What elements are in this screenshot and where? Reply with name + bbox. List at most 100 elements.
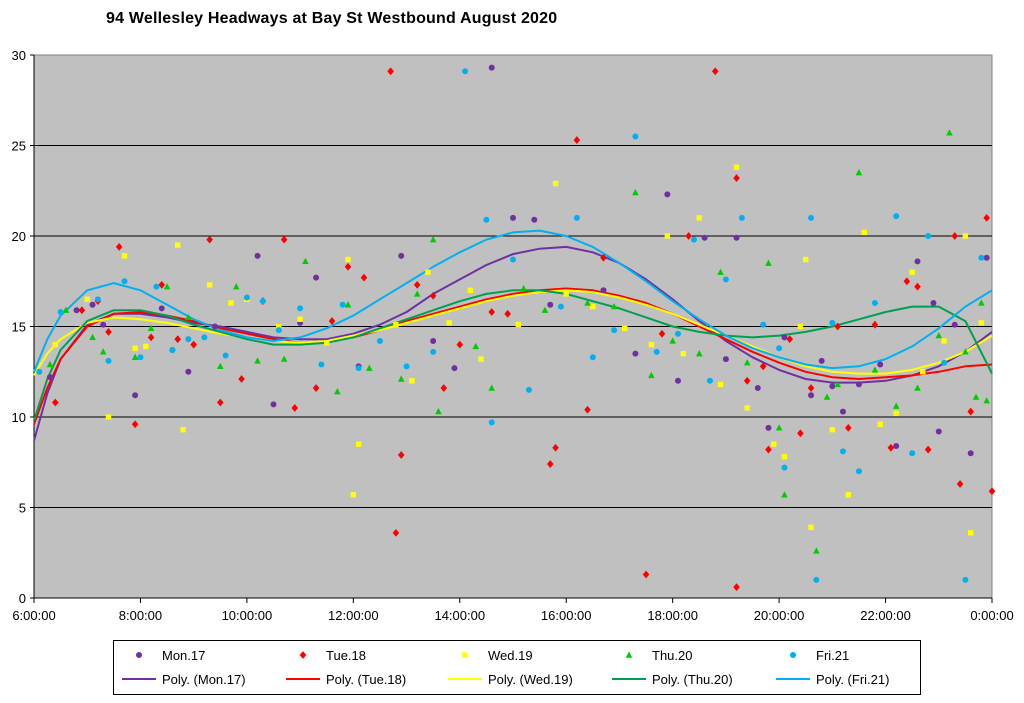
data-point-series-2 [350, 492, 357, 498]
data-point-series-3 [946, 129, 953, 136]
data-point-series-1 [206, 235, 213, 244]
data-point-series-2 [515, 321, 522, 328]
data-point-series-4 [318, 361, 325, 368]
data-point-series-0 [701, 234, 708, 241]
data-point-series-1 [552, 443, 559, 452]
data-point-series-3 [765, 259, 772, 266]
data-point-series-0 [158, 305, 165, 312]
data-point-series-2 [920, 369, 926, 375]
data-point-series-4 [829, 319, 836, 326]
data-point-series-1 [786, 335, 794, 344]
data-point-series-3 [962, 348, 969, 355]
data-point-series-4 [909, 450, 916, 457]
data-point-series-3 [413, 290, 421, 297]
legend-label: Thu.20 [652, 647, 693, 663]
data-point-series-0 [547, 301, 554, 308]
data-point-series-1 [967, 407, 975, 416]
data-point-series-4 [376, 337, 383, 344]
data-point-series-3 [584, 299, 591, 306]
data-point-series-4 [808, 214, 815, 221]
legend-label: Poly. (Tue.18) [326, 671, 407, 687]
data-point-series-3 [813, 547, 820, 554]
data-point-series-4 [557, 303, 564, 310]
data-point-series-4 [813, 576, 820, 583]
axes: 0 5 10 15 20 25 30 6:00:00 8:00:00 10:00:00 12:00:… [12, 48, 1014, 623]
data-point-series-1 [312, 384, 320, 392]
data-point-series-0 [451, 365, 458, 372]
data-point-series-4 [573, 214, 580, 221]
data-point-series-2 [143, 343, 149, 350]
data-point-series-3 [216, 362, 224, 370]
data-point-series-4 [510, 256, 516, 263]
data-point-series-0 [46, 374, 53, 381]
data-point-series-4 [483, 216, 490, 223]
data-point-series-3 [743, 359, 751, 366]
legend-label: Poly. (Fri.21) [816, 671, 890, 687]
data-point-series-0 [829, 383, 836, 390]
data-point-series-4 [760, 321, 767, 328]
data-point-series-4 [137, 354, 144, 361]
data-point-series-3 [254, 357, 261, 364]
data-point-series-1 [546, 460, 554, 468]
data-point-series-4 [776, 345, 783, 352]
data-point-series-4 [243, 294, 250, 301]
data-point-series-0 [398, 252, 405, 259]
data-point-series-0 [313, 274, 320, 281]
data-point-series-3 [781, 491, 788, 498]
data-point-series-2 [962, 233, 969, 239]
data-point-series-0 [211, 323, 218, 330]
data-point-series-0 [632, 350, 639, 357]
legend-marker [299, 651, 307, 659]
data-point-series-2 [52, 341, 58, 348]
data-point-series-1 [845, 423, 852, 432]
data-point-series-2 [622, 325, 628, 332]
chart-plot: 0 5 10 15 20 25 30 6:00:00 8:00:00 10:00:00 12:00:… [12, 48, 1014, 623]
data-point-series-2 [175, 242, 181, 248]
data-point-series-1 [914, 282, 921, 291]
data-point-series-1 [600, 253, 607, 262]
data-point-series-0 [983, 254, 990, 261]
data-point-series-0 [754, 385, 761, 392]
data-point-series-0 [100, 321, 107, 328]
data-point-series-1 [216, 398, 224, 407]
data-point-series-2 [478, 356, 484, 362]
legend-label: Tue.18 [326, 647, 366, 663]
data-point-series-3 [334, 388, 341, 395]
data-point-series-0 [722, 356, 729, 363]
data-point-series-3 [610, 302, 618, 310]
data-point-series-0 [893, 442, 900, 449]
data-point-series-2 [664, 233, 671, 239]
data-point-series-2 [467, 287, 474, 293]
data-point-series-4 [169, 347, 176, 354]
y-tick-label: 30 [12, 48, 26, 63]
x-tick-label: 14:00:00 [434, 608, 485, 623]
data-point-series-3 [46, 360, 54, 368]
data-point-series-3 [669, 337, 676, 344]
data-point-series-2 [829, 426, 836, 433]
legend-item: Poly. (Mon.17) [122, 670, 246, 688]
data-point-series-3 [871, 366, 879, 373]
legend-line-swatch [776, 673, 810, 685]
data-point-series-3 [695, 350, 703, 357]
data-point-series-4 [962, 576, 969, 583]
legend-marker [790, 652, 796, 658]
data-point-series-3 [163, 283, 171, 290]
x-tick-label: 0:00:00 [970, 608, 1013, 623]
data-point-series-1 [956, 480, 964, 488]
legend-line-swatch [122, 673, 156, 685]
legend-marker [462, 652, 468, 658]
data-point-series-0 [510, 214, 516, 221]
data-point-series-4 [121, 278, 128, 285]
data-point-series-1 [105, 328, 112, 336]
data-point-series-3 [488, 384, 496, 391]
legend-item: Thu.20 [612, 646, 692, 664]
data-point-series-3 [978, 299, 985, 306]
legend-marker [136, 652, 142, 658]
data-point-series-4 [36, 368, 43, 375]
data-point-series-4 [355, 365, 362, 372]
data-point-series-3 [983, 397, 990, 404]
y-tick-label: 25 [12, 139, 26, 154]
data-point-series-0 [765, 424, 772, 431]
x-tick-label: 12:00:00 [328, 608, 379, 623]
data-point-series-3 [775, 424, 783, 431]
